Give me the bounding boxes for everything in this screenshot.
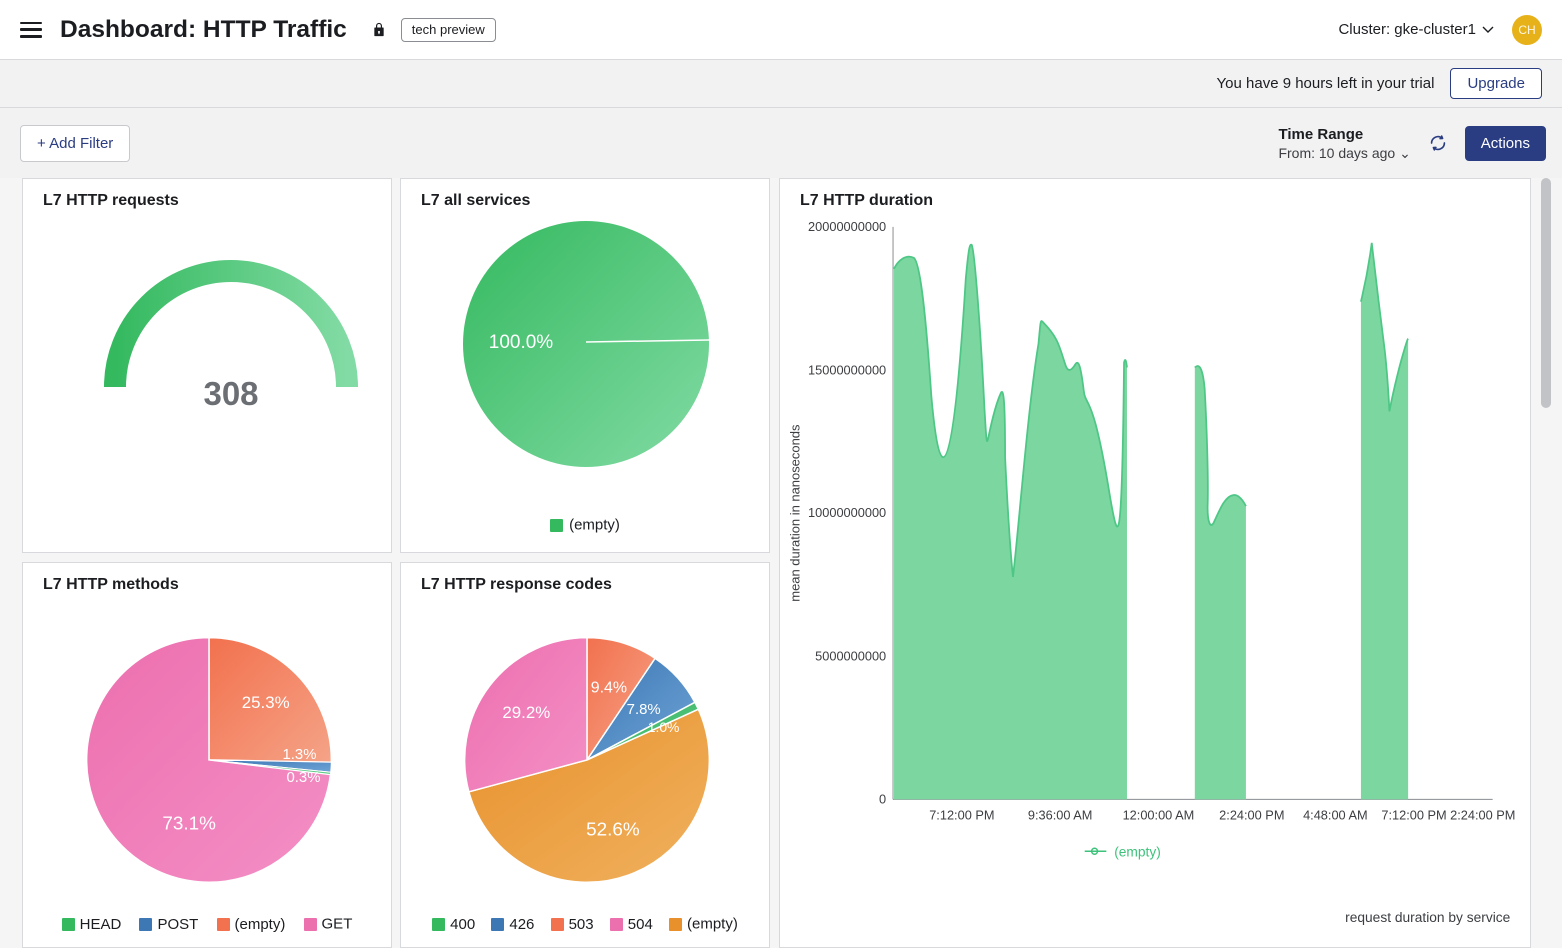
svg-text:20000000000: 20000000000	[808, 219, 886, 234]
svg-text:2:24:00 PM: 2:24:00 PM	[1450, 807, 1515, 822]
svg-text:100.0%: 100.0%	[489, 332, 554, 353]
svg-text:7.8%: 7.8%	[627, 702, 661, 718]
svg-text:29.2%: 29.2%	[502, 703, 550, 722]
svg-text:request duration by service: request duration by service	[1345, 909, 1510, 925]
svg-text:15000000000: 15000000000	[808, 362, 886, 377]
svg-text:2:24:00 PM: 2:24:00 PM	[1219, 807, 1284, 822]
svg-text:0.3%: 0.3%	[286, 770, 320, 786]
svg-text:308: 308	[203, 375, 258, 412]
svg-text:12:00:00 AM: 12:00:00 AM	[1123, 807, 1195, 822]
svg-text:25.3%: 25.3%	[242, 693, 290, 712]
svg-text:1.3%: 1.3%	[283, 747, 317, 763]
svg-text:52.6%: 52.6%	[586, 820, 640, 841]
svg-text:(empty): (empty)	[1114, 843, 1161, 859]
svg-text:9.4%: 9.4%	[591, 679, 627, 696]
svg-text:4:48:00 AM: 4:48:00 AM	[1303, 807, 1368, 822]
svg-text:10000000000: 10000000000	[808, 505, 886, 520]
svg-text:1.0%: 1.0%	[648, 719, 680, 735]
svg-text:7:12:00 PM: 7:12:00 PM	[1381, 807, 1446, 822]
svg-text:mean duration in nanoseconds: mean duration in nanoseconds	[788, 425, 803, 602]
svg-text:0: 0	[879, 791, 886, 806]
svg-text:9:36:00 AM: 9:36:00 AM	[1028, 807, 1093, 822]
svg-text:7:12:00 PM: 7:12:00 PM	[929, 807, 994, 822]
svg-text:73.1%: 73.1%	[162, 814, 216, 835]
svg-text:5000000000: 5000000000	[815, 649, 886, 664]
